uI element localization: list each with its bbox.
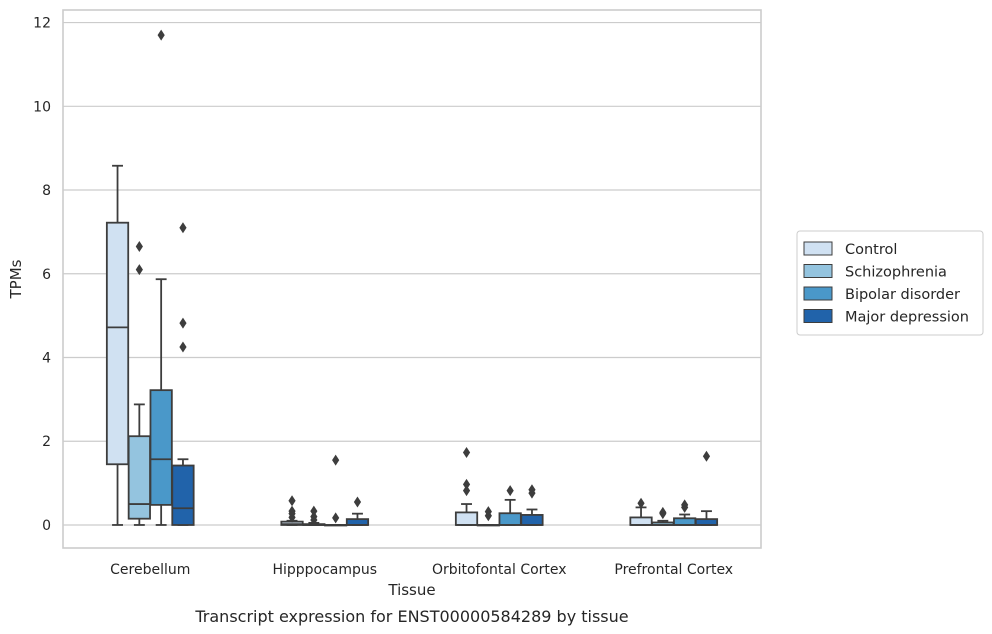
- outlier-point: [353, 496, 362, 508]
- x-axis-ticks: Cerebellum Hipppocampus Orbitofontal Corte…: [110, 562, 733, 578]
- x-tick-label-prefrontal-cortex: Prefrontal Cortex: [614, 562, 733, 578]
- legend-swatch: [803, 264, 833, 278]
- outlier-point: [462, 478, 471, 490]
- box-body: [454, 511, 479, 526]
- outlier-point: [288, 505, 296, 517]
- box-body: [498, 512, 522, 526]
- plot-frame: [62, 9, 762, 549]
- box-prefrontal-cortex-major-depression: [694, 450, 719, 526]
- legend-frame: [796, 230, 984, 336]
- y-tick-label: 12: [33, 16, 51, 32]
- legend-label: Schizophrenia: [845, 265, 947, 281]
- box-body: [127, 435, 151, 520]
- legend-swatch: [803, 309, 833, 323]
- outlier-point: [288, 495, 296, 507]
- chart-caption: Transcript expression for ENST0000058428…: [194, 607, 628, 626]
- outlier-point: [179, 222, 187, 234]
- box-hipppocampus-bipolar-disorder: [324, 454, 348, 527]
- legend-swatch: [803, 241, 833, 256]
- legend-item-schizophrenia: Schizophrenia: [803, 264, 947, 281]
- box-body: [171, 464, 195, 526]
- legend-item-major-depression: Major depression: [803, 309, 969, 326]
- x-tick-label-hipppocampus: Hipppocampus: [272, 562, 377, 578]
- y-tick-label: 0: [42, 518, 51, 534]
- outlier-point: [179, 317, 187, 329]
- outlier-point: [506, 485, 514, 497]
- box-hipppocampus-major-depression: [345, 496, 370, 526]
- box-prefrontal-cortex-schizophrenia: [651, 506, 675, 526]
- outlier-point: [332, 454, 340, 466]
- legend-label: Major depression: [845, 310, 969, 326]
- legend-swatch: [803, 286, 833, 301]
- y-tick-label: 10: [33, 99, 51, 115]
- outlier-point: [462, 485, 471, 497]
- outlier-point: [135, 264, 143, 276]
- outlier-point: [332, 512, 340, 524]
- box-orbitofontal-cortex-control: [454, 447, 479, 526]
- y-axis-ticks: 0 2 4 6 8 10 12: [33, 16, 51, 534]
- box-hipppocampus-schizophrenia: [302, 505, 326, 526]
- x-axis-title: Tissue: [387, 581, 435, 599]
- box-body: [520, 514, 544, 526]
- legend-items: Control Schizophrenia Bipolar disorder Majo…: [803, 241, 969, 326]
- outlier-point: [135, 241, 143, 253]
- outlier-point: [179, 341, 187, 353]
- box-orbitofontal-cortex-bipolar-disorder: [498, 485, 522, 526]
- box-series: [105, 29, 719, 527]
- box-cerebellum-bipolar-disorder: [149, 29, 173, 526]
- box-orbitofontal-cortex-schizophrenia: [476, 506, 500, 527]
- y-tick-label: 6: [42, 267, 51, 283]
- outlier-point: [702, 450, 711, 462]
- y-axis-title: TPMs: [7, 259, 25, 299]
- grid-lines: [63, 21, 761, 526]
- outlier-point: [528, 484, 536, 496]
- box-body: [149, 389, 173, 506]
- legend: Control Schizophrenia Bipolar disorder Majo…: [796, 230, 984, 336]
- box-body: [105, 221, 130, 466]
- box-cerebellum-schizophrenia: [127, 241, 151, 526]
- box-cerebellum-major-depression: [171, 222, 195, 526]
- outlier-point: [310, 505, 318, 517]
- box-prefrontal-cortex-bipolar-disorder: [673, 499, 697, 526]
- box-body: [629, 516, 653, 526]
- legend-item-bipolar-disorder: Bipolar disorder: [803, 286, 960, 303]
- box-body: [673, 517, 697, 526]
- box-cerebellum-control: [105, 164, 130, 526]
- box-orbitofontal-cortex-major-depression: [520, 484, 544, 526]
- y-tick-label: 4: [42, 351, 51, 367]
- outlier-point: [484, 506, 492, 518]
- outlier-point: [681, 499, 689, 511]
- x-tick-label-orbitofontal-cortex: Orbitofontal Cortex: [432, 562, 567, 578]
- legend-item-control: Control: [803, 241, 897, 258]
- legend-label: Bipolar disorder: [845, 287, 960, 303]
- y-tick-label: 2: [42, 434, 51, 450]
- outlier-point: [659, 506, 667, 518]
- outlier-point: [462, 447, 471, 459]
- legend-label: Control: [845, 242, 897, 258]
- box-prefrontal-cortex-control: [629, 497, 653, 526]
- box-hipppocampus-control: [280, 495, 304, 526]
- outlier-point: [637, 497, 645, 509]
- outlier-point: [157, 29, 165, 41]
- x-tick-label-cerebellum: Cerebellum: [110, 562, 190, 578]
- y-tick-label: 8: [42, 183, 51, 199]
